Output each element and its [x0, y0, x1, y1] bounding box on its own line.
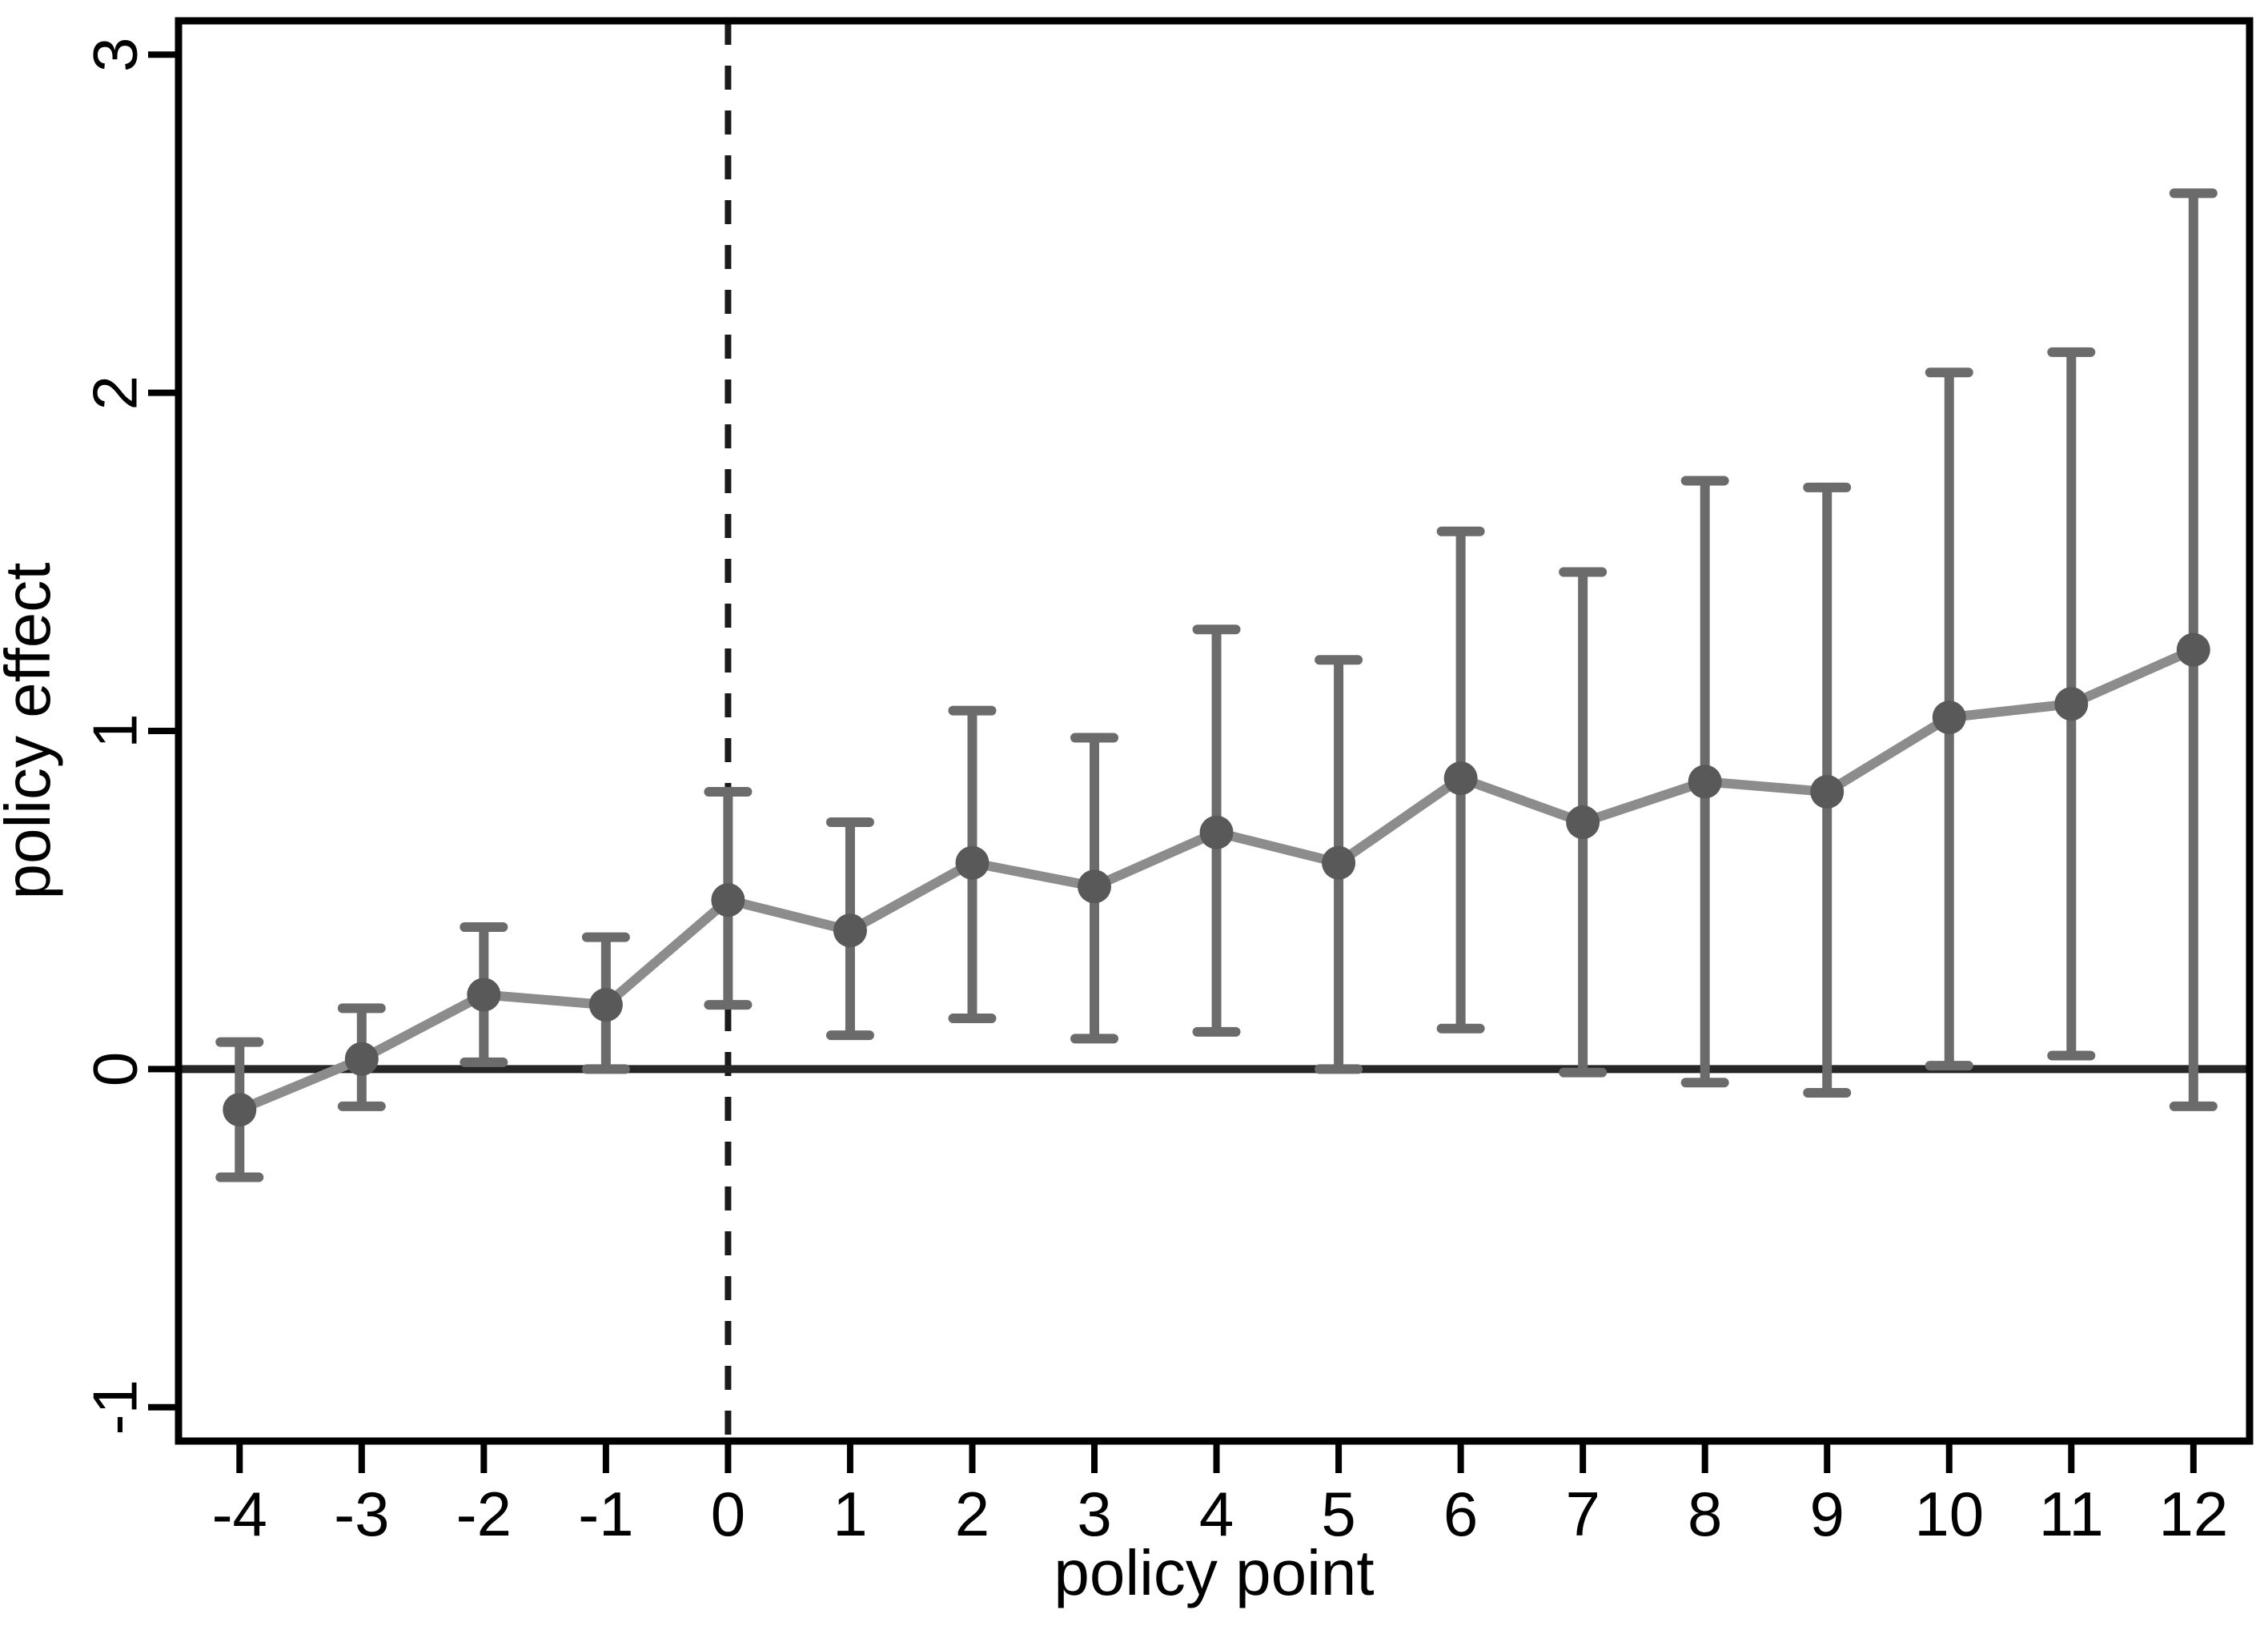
x-tick-label: 11	[2039, 1479, 2104, 1549]
data-point-marker	[1443, 761, 1478, 796]
x-tick-label: -1	[578, 1479, 633, 1549]
y-axis-title: policy effect	[0, 563, 63, 900]
x-tick-label: 10	[1914, 1479, 1984, 1549]
data-point-marker	[2054, 687, 2089, 721]
x-tick-label: 1	[833, 1479, 867, 1549]
x-axis-title: policy point	[1054, 1537, 1374, 1608]
y-tick-label: 1	[80, 713, 151, 748]
data-point-marker	[1078, 869, 1112, 904]
x-tick-label: 8	[1688, 1479, 1722, 1549]
x-tick-label: 9	[1810, 1479, 1845, 1549]
x-tick-label: -4	[212, 1479, 267, 1549]
x-tick-label: 6	[1443, 1479, 1478, 1549]
data-point-marker	[955, 845, 989, 880]
data-point-marker	[1688, 765, 1722, 799]
y-tick-label: 2	[80, 375, 151, 410]
x-tick-label: -3	[334, 1479, 389, 1549]
x-tick-label: 12	[2158, 1479, 2228, 1549]
y-tick-label: -1	[80, 1379, 151, 1435]
data-point-marker	[2176, 632, 2210, 667]
series-layer	[215, 188, 2218, 1182]
data-point-marker	[223, 1093, 257, 1127]
data-point-marker	[1932, 701, 1966, 735]
x-tick-label: 4	[1199, 1479, 1234, 1549]
data-point-marker	[588, 988, 623, 1022]
x-tick-label: 7	[1565, 1479, 1600, 1549]
data-point-marker	[467, 978, 501, 1012]
data-point-marker	[344, 1042, 379, 1076]
data-point-marker	[1199, 815, 1234, 849]
data-point-marker	[1566, 805, 1600, 840]
reference-lines-layer	[179, 21, 2250, 1441]
x-tick-label: 2	[955, 1479, 989, 1549]
ticks-layer	[148, 51, 2197, 1473]
x-tick-label: -2	[456, 1479, 512, 1549]
x-tick-label: 3	[1077, 1479, 1111, 1549]
data-point-marker	[833, 913, 867, 948]
x-tick-label: 0	[711, 1479, 745, 1549]
data-point-marker	[1810, 775, 1845, 809]
y-tick-label: 3	[80, 38, 151, 72]
x-tick-label: 5	[1321, 1479, 1355, 1549]
data-point-marker	[1322, 845, 1356, 880]
data-point-marker	[711, 883, 745, 917]
y-tick-label: 0	[80, 1052, 151, 1086]
